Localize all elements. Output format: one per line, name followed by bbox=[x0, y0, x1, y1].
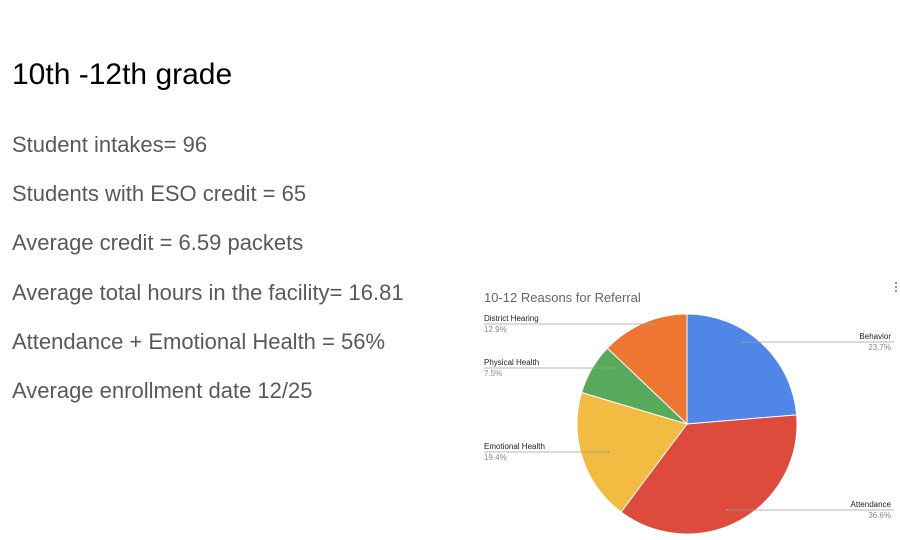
slice-label-district-hearing: District Hearing bbox=[484, 314, 539, 323]
leader-dot-behavior bbox=[741, 341, 744, 343]
leader-dot-district-hearing bbox=[653, 323, 656, 325]
leader-dot-emotional-health bbox=[607, 451, 610, 453]
pie-slice-emotional-health[interactable] bbox=[576, 391, 688, 513]
slice-pct-physical-health: 7.5% bbox=[484, 369, 502, 378]
slice-pct-district-hearing: 12.9% bbox=[484, 325, 507, 334]
stat-eso-credit: Students with ESO credit = 65 bbox=[12, 181, 307, 207]
pie-slice-district-hearing[interactable] bbox=[606, 313, 688, 426]
leader-dot-physical-health bbox=[614, 367, 617, 369]
pie-chart: 10-12 Reasons for Referral Behavior 23.7%… bbox=[478, 282, 900, 540]
slice-label-attendance: Attendance bbox=[851, 500, 892, 509]
stat-attendance-emotional: Attendance + Emotional Health = 56% bbox=[12, 328, 386, 354]
slice-label-emotional-health: Emotional Health bbox=[484, 442, 545, 451]
slice-label-behavior: Behavior bbox=[859, 332, 891, 341]
stat-average-hours: Average total hours in the facility= 16.… bbox=[12, 279, 404, 305]
stats-list: Student intakes= 96 Students with ESO cr… bbox=[12, 130, 404, 425]
slice-label-physical-health: Physical Health bbox=[484, 358, 539, 367]
leader-dot-attendance bbox=[725, 509, 728, 511]
stat-enrollment-date: Average enrollment date 12/25 bbox=[12, 377, 313, 403]
pie-slice-attendance[interactable] bbox=[620, 414, 798, 535]
slice-pct-behavior: 23.7% bbox=[868, 343, 891, 352]
pie-chart-svg: 10-12 Reasons for Referral Behavior 23.7%… bbox=[484, 290, 894, 535]
pie-slice-behavior[interactable] bbox=[686, 313, 798, 425]
slice-pct-attendance: 36.6% bbox=[868, 511, 891, 520]
more-vert-icon[interactable] bbox=[893, 282, 899, 296]
stat-student-intakes: Student intakes= 96 bbox=[12, 132, 208, 157]
slide-title: 10th -12th grade bbox=[12, 58, 233, 91]
chart-title: 10-12 Reasons for Referral bbox=[484, 290, 641, 305]
slice-pct-emotional-health: 19.4% bbox=[484, 453, 507, 462]
stat-average-credit: Average credit = 6.59 packets bbox=[12, 230, 304, 256]
